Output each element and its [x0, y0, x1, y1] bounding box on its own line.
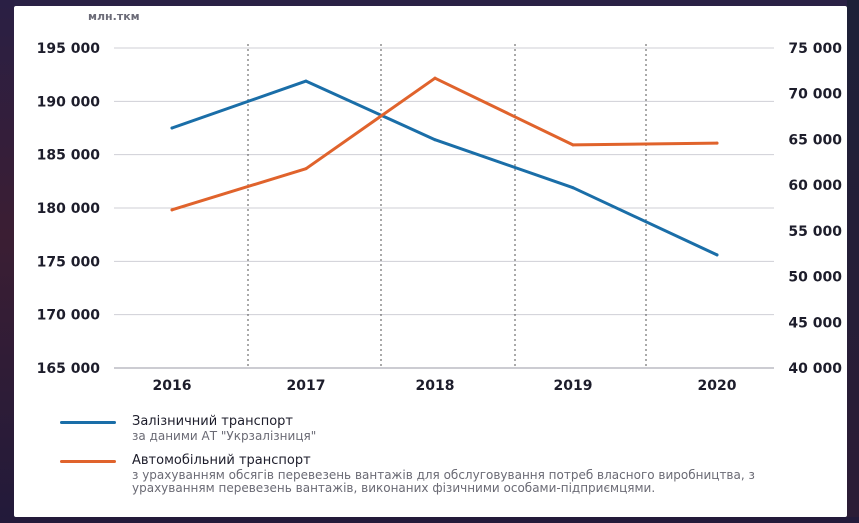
left-axis-ticks: 165 000 170 000 175 000 180 000 185 000 190 0… [37, 41, 101, 377]
vertical-gridlines [247, 44, 647, 368]
legend-swatch-rail [60, 421, 116, 424]
left-tick-label: 180 000 [37, 201, 101, 217]
data-point [170, 208, 174, 212]
legend: Залізничний транспорт за даними АТ "Укрз… [60, 413, 820, 504]
data-point [304, 167, 308, 171]
unit-label: млн.ткм [88, 10, 140, 23]
background-bottom [0, 517, 859, 523]
series-lines [170, 76, 719, 257]
right-tick-label: 75 000 [788, 41, 842, 57]
right-tick-label: 55 000 [788, 224, 842, 240]
background-right [847, 0, 859, 523]
right-tick-label: 40 000 [788, 361, 842, 377]
left-tick-label: 170 000 [37, 308, 101, 324]
data-point [170, 126, 174, 130]
data-point [715, 141, 719, 145]
right-tick-label: 65 000 [788, 132, 842, 148]
x-tick-label: 2020 [698, 378, 737, 394]
x-tick-label: 2016 [153, 378, 192, 394]
data-point [433, 138, 437, 142]
left-tick-label: 165 000 [37, 361, 101, 377]
data-point [571, 186, 575, 190]
legend-note-road: з урахуванням обсягів перевезень вантажі… [132, 468, 755, 495]
x-axis-ticks: 2016 2017 2018 2019 2020 [153, 378, 737, 394]
series-line-rail [170, 79, 719, 257]
x-tick-label: 2017 [287, 378, 326, 394]
right-axis-ticks: 40 000 45 000 50 000 55 000 60 000 65 000 70 0… [788, 41, 842, 377]
left-tick-label: 190 000 [37, 94, 101, 110]
legend-note-rail: за даними АТ "Укрзалізниця" [132, 429, 317, 443]
left-tick-label: 185 000 [37, 148, 101, 164]
right-tick-label: 70 000 [788, 87, 842, 103]
chart-card: млн.ткм 165 000 170 000 175 000 180 000 185 … [14, 6, 847, 517]
legend-name-road: Автомобільний транспорт [132, 453, 311, 468]
line-chart: млн.ткм 165 000 170 000 175 000 180 000 185 … [37, 10, 843, 394]
background-left [0, 0, 14, 523]
legend-swatch-road [60, 460, 116, 463]
x-tick-label: 2019 [554, 378, 593, 394]
horizontal-gridlines [114, 47, 774, 316]
right-tick-label: 60 000 [788, 178, 842, 194]
data-point [304, 79, 308, 83]
x-tick-label: 2018 [416, 378, 455, 394]
left-tick-label: 175 000 [37, 254, 101, 270]
data-point [571, 143, 575, 147]
data-point [715, 253, 719, 257]
background-top [0, 0, 859, 6]
right-tick-label: 45 000 [788, 315, 842, 331]
legend-item-rail: Залізничний транспорт за даними АТ "Укрз… [60, 413, 820, 443]
left-tick-label: 195 000 [37, 41, 101, 57]
legend-name-rail: Залізничний транспорт [132, 414, 294, 429]
legend-item-road: Автомобільний транспорт з урахуванням об… [60, 452, 820, 495]
right-tick-label: 50 000 [788, 270, 842, 286]
data-point [433, 76, 437, 80]
